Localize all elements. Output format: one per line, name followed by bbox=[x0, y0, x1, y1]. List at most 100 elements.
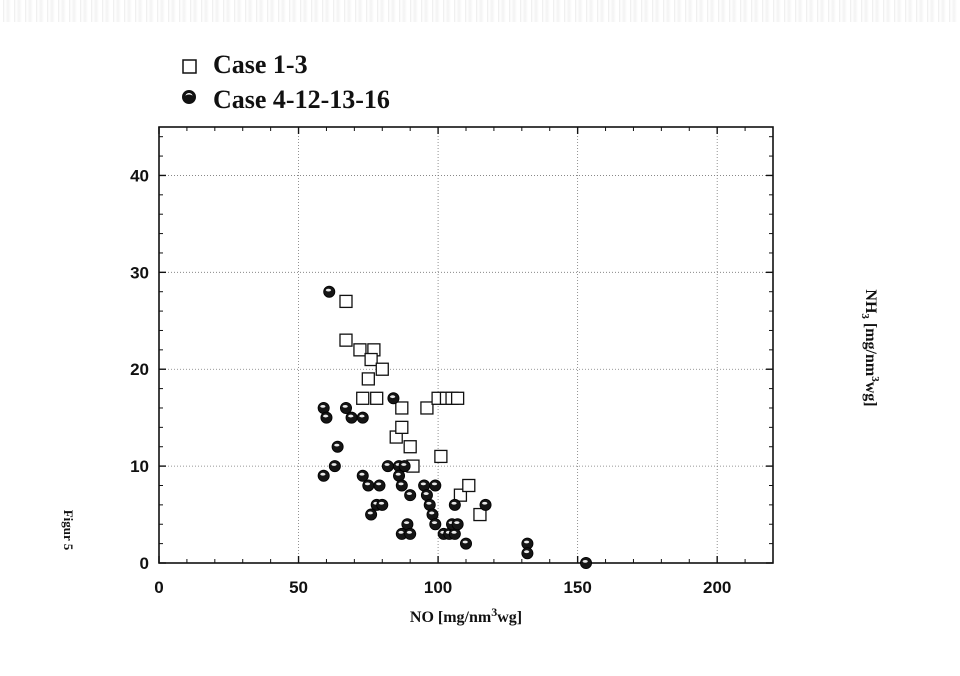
axis-ticks bbox=[158, 127, 774, 564]
legend-marker-case-4-12-13-16 bbox=[182, 90, 196, 104]
point-highlight bbox=[384, 463, 390, 466]
x-tick-label: 150 bbox=[563, 578, 591, 597]
legend-marker-case-1-3 bbox=[182, 59, 197, 74]
y-axis-label-sub: 3 bbox=[859, 313, 871, 319]
point-highlight bbox=[364, 482, 371, 486]
legend: Case 1-3 Case 4-12-13-16 bbox=[182, 50, 390, 114]
x-axis-label-tail: wg] bbox=[497, 609, 522, 626]
point-case-1-3 bbox=[403, 440, 417, 454]
point-case-4-12-13-16 bbox=[320, 411, 333, 424]
point-case-1-3 bbox=[353, 343, 367, 357]
point-highlight bbox=[334, 443, 340, 447]
point-case-1-3 bbox=[420, 401, 434, 415]
point-highlight bbox=[320, 404, 326, 408]
point-highlight bbox=[331, 463, 337, 466]
x-tick-label: 50 bbox=[289, 578, 308, 597]
point-case-4-12-13-16 bbox=[521, 547, 534, 560]
point-highlight bbox=[401, 463, 407, 466]
point-highlight bbox=[359, 472, 365, 476]
point-case-1-3 bbox=[473, 507, 487, 522]
point-highlight bbox=[582, 560, 588, 563]
point-highlight bbox=[431, 521, 438, 525]
point-case-1-3 bbox=[462, 478, 476, 493]
point-case-1-3 bbox=[395, 420, 409, 435]
y-axis-label: NH3 [mg/nm3wg] bbox=[859, 289, 881, 406]
y-tick-labels: 0 10 20 30 40 bbox=[130, 166, 149, 573]
point-highlight bbox=[462, 540, 468, 544]
y-axis-label-sup: 3 bbox=[869, 376, 881, 382]
point-case-4-12-13-16 bbox=[381, 460, 394, 473]
point-highlight bbox=[403, 521, 410, 525]
legend-label-case-1-3: Case 1-3 bbox=[213, 50, 308, 79]
x-tick-label: 100 bbox=[424, 578, 452, 597]
point-highlight bbox=[482, 501, 488, 505]
point-highlight bbox=[524, 540, 530, 544]
y-axis-label-tail: wg] bbox=[862, 382, 879, 407]
point-case-1-3 bbox=[453, 488, 468, 502]
point-case-4-12-13-16 bbox=[376, 498, 389, 511]
point-case-1-3 bbox=[361, 372, 375, 386]
point-case-4-12-13-16 bbox=[448, 498, 461, 511]
point-case-1-3 bbox=[370, 391, 384, 405]
x-axis-label-sup: 3 bbox=[491, 605, 497, 619]
x-axis-label: NO [mg/nm3wg] bbox=[410, 605, 522, 626]
point-highlight bbox=[431, 482, 438, 486]
y-axis-label-text: [mg/nm bbox=[862, 319, 879, 377]
point-case-1-3 bbox=[375, 362, 389, 376]
point-highlight bbox=[451, 501, 457, 505]
point-highlight bbox=[429, 511, 435, 515]
figure-caption: Figur 5 bbox=[61, 510, 76, 551]
point-case-1-3 bbox=[364, 352, 378, 367]
point-case-4-12-13-16 bbox=[323, 285, 336, 298]
point-highlight bbox=[426, 501, 432, 505]
x-tick-label: 0 bbox=[154, 578, 163, 597]
point-case-4-12-13-16 bbox=[429, 518, 442, 531]
point-highlight bbox=[398, 482, 404, 486]
point-highlight bbox=[325, 288, 332, 292]
point-case-4-12-13-16 bbox=[356, 469, 369, 482]
y-tick-label: 40 bbox=[130, 166, 149, 185]
point-highlight bbox=[395, 472, 401, 476]
y-axis-label-head: NH bbox=[862, 289, 879, 314]
point-case-4-12-13-16 bbox=[317, 469, 330, 482]
x-tick-labels: 0 50 100 150 200 bbox=[154, 578, 731, 597]
point-case-4-12-13-16 bbox=[404, 527, 417, 540]
y-tick-label: 10 bbox=[130, 457, 149, 476]
point-case-4-12-13-16 bbox=[398, 460, 411, 473]
point-case-1-3 bbox=[450, 391, 465, 405]
point-case-4-12-13-16 bbox=[580, 557, 593, 570]
point-highlight bbox=[348, 414, 354, 418]
point-highlight bbox=[320, 472, 326, 476]
point-case-4-12-13-16 bbox=[479, 498, 492, 511]
point-case-1-3 bbox=[339, 333, 353, 347]
y-tick-label: 0 bbox=[140, 554, 149, 573]
point-highlight bbox=[376, 482, 382, 486]
point-case-4-12-13-16 bbox=[459, 537, 472, 550]
point-highlight bbox=[420, 482, 426, 486]
point-case-4-12-13-16 bbox=[331, 440, 344, 453]
data-points bbox=[317, 285, 593, 570]
point-highlight bbox=[423, 492, 429, 495]
point-case-4-12-13-16 bbox=[404, 489, 417, 502]
point-case-1-3 bbox=[434, 449, 448, 464]
point-case-4-12-13-16 bbox=[356, 411, 369, 424]
point-case-1-3 bbox=[395, 401, 409, 415]
point-case-4-12-13-16 bbox=[387, 392, 400, 405]
point-highlight bbox=[406, 492, 412, 495]
point-highlight bbox=[367, 511, 373, 515]
point-case-4-12-13-16 bbox=[451, 518, 464, 531]
point-case-4-12-13-16 bbox=[395, 479, 408, 492]
point-highlight bbox=[390, 395, 396, 399]
y-tick-label: 30 bbox=[130, 263, 149, 282]
x-axis-label-text: NO [mg/nm bbox=[410, 609, 492, 626]
y-tick-label: 20 bbox=[130, 360, 149, 379]
point-highlight bbox=[406, 530, 412, 534]
point-highlight bbox=[524, 550, 530, 554]
point-highlight bbox=[398, 530, 404, 534]
point-highlight bbox=[378, 501, 385, 505]
legend-marker-highlight bbox=[185, 93, 193, 96]
legend-label-case-4-12-13-16: Case 4-12-13-16 bbox=[213, 85, 390, 114]
point-highlight bbox=[323, 414, 329, 418]
